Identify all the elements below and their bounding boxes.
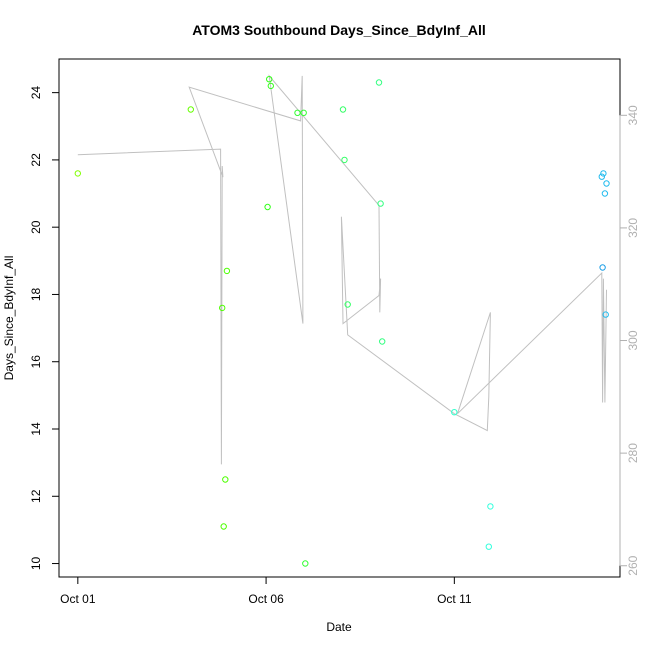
- data-point-4: [220, 523, 227, 530]
- data-point-12: [302, 560, 309, 567]
- data-point-11: [300, 109, 307, 117]
- y2-tick-label: 320: [626, 218, 640, 238]
- data-point-21: [487, 503, 494, 510]
- y-axis-label: Days_Since_BdyInf_All: [2, 256, 16, 381]
- data-point-9: [267, 82, 274, 90]
- data-point-1: [74, 170, 82, 177]
- chart-title: ATOM3 Southbound Days_Since_BdyInf_All: [192, 22, 486, 38]
- data-point-25: [601, 190, 609, 197]
- gray-line-layer: [77, 74, 607, 465]
- x-axis: Oct 01 Oct 06 Oct 11: [60, 576, 472, 606]
- x-tick-label: Oct 01: [60, 592, 96, 606]
- data-point-16: [375, 79, 383, 86]
- data-point-2: [187, 106, 195, 113]
- data-point-23: [599, 264, 606, 271]
- data-point-20: [485, 543, 492, 550]
- y2-tick-label: 340: [626, 105, 640, 125]
- data-point-26: [602, 311, 609, 318]
- data-point-27: [603, 180, 610, 187]
- y-tick-label: 20: [29, 220, 43, 234]
- data-point-6: [223, 267, 231, 275]
- data-point-13: [339, 106, 347, 113]
- y-tick-label: 24: [29, 86, 43, 100]
- data-point-3: [219, 304, 226, 312]
- series-line-gray: [77, 74, 607, 465]
- y-axis: 10 12 14 16 18 20 22 24: [29, 86, 60, 571]
- y-tick-label: 12: [29, 489, 43, 503]
- data-point-18: [379, 338, 386, 345]
- y2-tick-label: 260: [626, 555, 640, 575]
- data-point-8: [266, 76, 273, 83]
- data-point-5: [222, 476, 229, 483]
- y-tick-label: 18: [29, 288, 43, 302]
- x-axis-label: Date: [326, 620, 352, 634]
- data-point-15: [344, 301, 351, 308]
- data-point-22: [598, 173, 605, 180]
- y-tick-label: 16: [29, 355, 43, 369]
- y-tick-label: 22: [29, 153, 43, 167]
- y2-tick-label: 300: [626, 330, 640, 350]
- data-point-19: [451, 409, 458, 416]
- data-point-17: [377, 200, 384, 207]
- data-point-7: [264, 203, 271, 211]
- x-tick-label: Oct 06: [248, 592, 284, 606]
- data-point-24: [600, 170, 607, 177]
- y-tick-label: 14: [29, 422, 43, 436]
- y2-axis: 260 280 300 320 340: [619, 105, 640, 576]
- data-point-10: [294, 109, 301, 117]
- y-tick-label: 10: [29, 557, 43, 571]
- point-layer: [74, 76, 610, 567]
- x-tick-label: Oct 11: [437, 592, 472, 606]
- plot-frame: [58, 58, 621, 578]
- y2-tick-label: 280: [626, 443, 640, 463]
- data-point-14: [341, 156, 348, 164]
